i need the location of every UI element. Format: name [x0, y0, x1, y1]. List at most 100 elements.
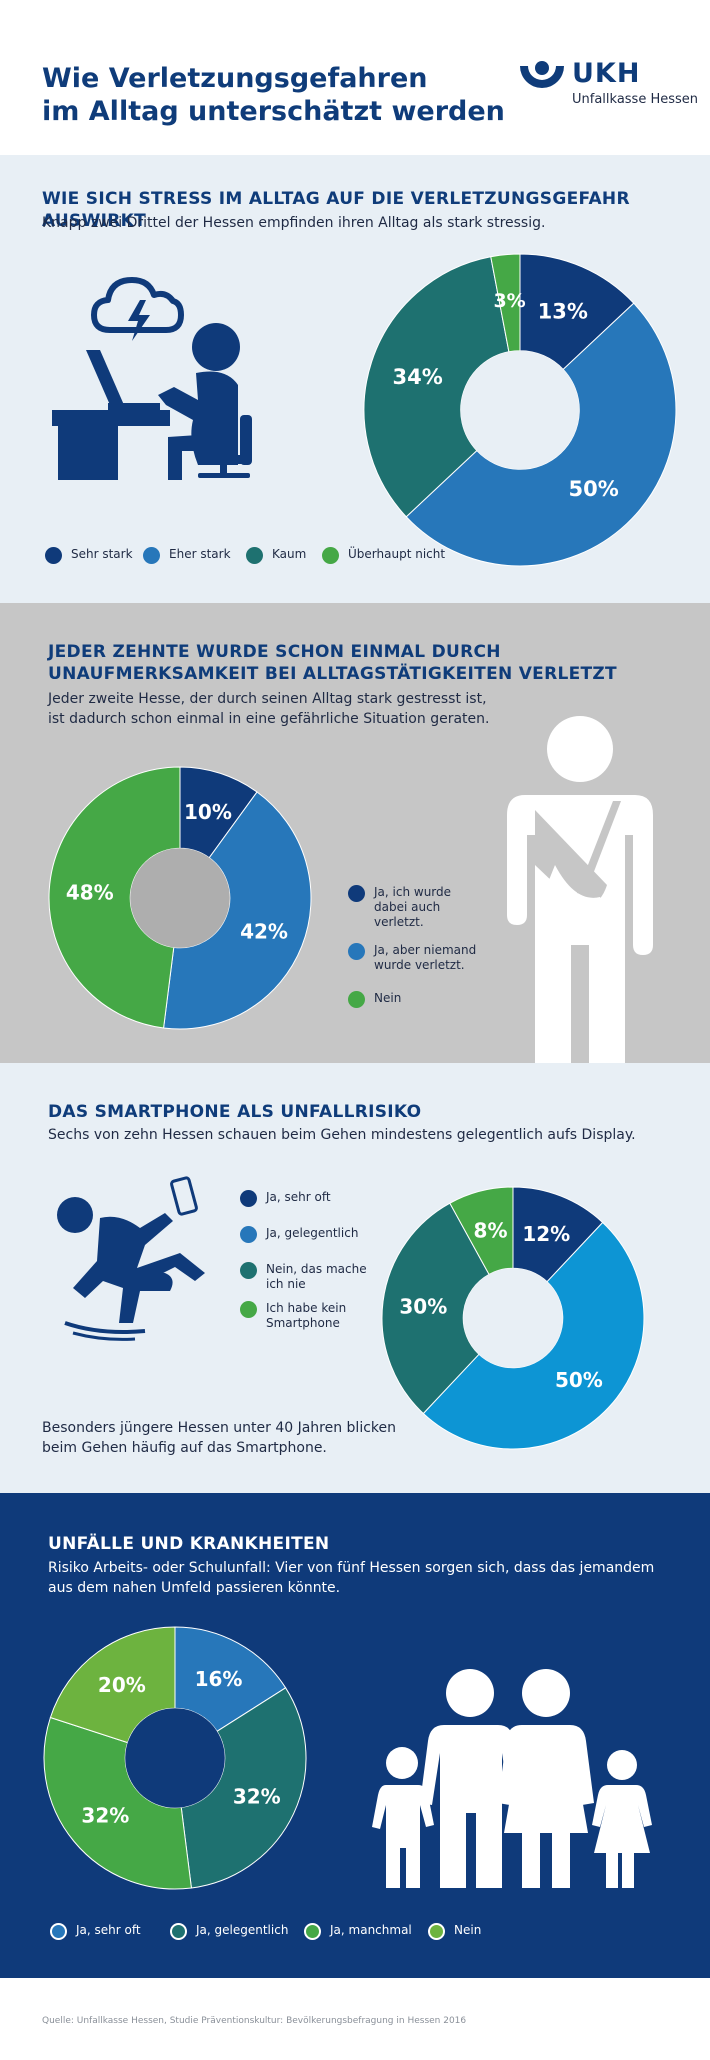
legend-dot — [304, 1923, 321, 1940]
slice-label: 48% — [66, 880, 114, 904]
stressed-person-at-desk-icon — [52, 277, 252, 480]
stress-donut-chart: 13% 50% 34% 3% — [363, 253, 677, 567]
section-smartphone-title: DAS SMARTPHONE ALS UNFALLRISIKO — [48, 1102, 422, 1122]
section-accidents: UNFÄLLE UND KRANKHEITEN Risiko Arbeits- … — [0, 1493, 710, 1978]
slice-label: 42% — [240, 919, 288, 943]
slice-label: 34% — [392, 365, 442, 389]
legend-item-verletzt: Ja, ich wurde dabei auch verletzt. — [348, 885, 451, 930]
legend-item-nein-4: Nein — [428, 1923, 481, 1940]
smartphone-note-line2: beim Gehen häufig auf das Smartphone. — [42, 1440, 327, 1456]
page-title-line2: im Alltag unterschätzt werden — [42, 96, 505, 127]
section-inattention-subtitle: Jeder zweite Hesse, der durch seinen All… — [48, 689, 489, 729]
donut-hole — [125, 1708, 225, 1808]
legend-dot — [45, 547, 62, 564]
legend-dot — [240, 1301, 257, 1318]
slice-label: 50% — [569, 477, 619, 501]
legend-dot — [240, 1262, 257, 1279]
smartphone-donut-chart: 12% 50% 30% 8% — [381, 1186, 645, 1450]
slice-label: 50% — [555, 1368, 603, 1392]
legend-label: Ich habe kein Smartphone — [266, 1301, 346, 1331]
legend-label-line: verletzt. — [374, 915, 424, 929]
legend-label-line: dabei auch — [374, 900, 441, 914]
legend-item-manchmal: Ja, manchmal — [304, 1923, 412, 1940]
family-icon — [372, 1669, 652, 1888]
legend-item-nein: Nein — [348, 991, 401, 1008]
legend-dot — [143, 547, 160, 564]
legend-item-eher-stark: Eher stark — [143, 547, 231, 564]
legend-label-line: Ich habe kein — [266, 1301, 347, 1315]
legend-item-ueberhaupt-nicht: Überhaupt nicht — [322, 547, 445, 564]
legend-dot — [348, 991, 365, 1008]
donut-slice — [449, 1186, 514, 1276]
slice-label: 32% — [233, 1784, 281, 1808]
donut-hole — [130, 848, 230, 948]
slice-label: 20% — [98, 1673, 146, 1697]
injured-person-with-sling-icon — [507, 716, 653, 1063]
section-stress-title: WIE SICH STRESS IM ALLTAG AUF DIE VERLET… — [42, 189, 630, 231]
legend-label-line: wurde verletzt. — [374, 958, 465, 972]
section-accidents-subtitle-line1: Risiko Arbeits- oder Schulunfall: Vier v… — [48, 1560, 655, 1576]
accidents-donut-chart: 16% 32% 32% 20% — [43, 1626, 307, 1890]
person-tripping-with-phone-icon — [57, 1176, 205, 1341]
legend-label: Nein, das mache ich nie — [266, 1262, 367, 1292]
section-stress-subtitle: Knapp zwei Drittel der Hessen empfinden … — [42, 215, 546, 231]
section-inattention-title-line2: UNAUFMERKSAMKEIT BEI ALLTAGSTÄTIGKEITEN … — [48, 664, 617, 684]
section-inattention-subtitle-line1: Jeder zweite Hesse, der durch seinen All… — [48, 691, 487, 707]
legend-label: Nein — [454, 1923, 482, 1937]
inattention-donut-chart: 10% 42% 48% — [48, 766, 312, 1030]
page-title-line1: Wie Verletzungsgefahren — [42, 63, 428, 94]
legend-label: Ja, gelegentlich — [266, 1226, 359, 1240]
legend-dot — [348, 943, 365, 960]
legend-item-sehr-oft: Ja, sehr oft — [240, 1190, 331, 1207]
slice-label: 13% — [538, 300, 588, 324]
header: Wie Verletzungsgefahren im Alltag unters… — [0, 0, 710, 155]
legend-dot — [170, 1923, 187, 1940]
legend-label: Eher stark — [169, 547, 231, 561]
legend-label-line: Nein, das mache — [266, 1262, 367, 1276]
section-smartphone-subtitle: Sechs von zehn Hessen schauen beim Gehen… — [48, 1127, 636, 1143]
footer — [0, 1978, 710, 2060]
legend-item-nie: Nein, das mache ich nie — [240, 1262, 367, 1292]
section-stress: WIE SICH STRESS IM ALLTAG AUF DIE VERLET… — [0, 155, 710, 603]
donut-hole — [460, 350, 580, 470]
legend-label: Ja, ich wurde dabei auch verletzt. — [374, 885, 451, 930]
legend-label: Ja, sehr oft — [76, 1923, 141, 1937]
section-inattention-subtitle-line2: ist dadurch schon einmal in eine gefährl… — [48, 711, 490, 727]
legend-label: Überhaupt nicht — [348, 547, 446, 561]
legend-item-sehr-oft-4: Ja, sehr oft — [50, 1923, 141, 1940]
legend-dot — [428, 1923, 445, 1940]
legend-item-gelegentlich-4: Ja, gelegentlich — [170, 1923, 288, 1940]
section-accidents-subtitle: Risiko Arbeits- oder Schulunfall: Vier v… — [48, 1558, 654, 1598]
legend-item-niemand-verletzt: Ja, aber niemand wurde verletzt. — [348, 943, 476, 973]
legend-label: Sehr stark — [71, 547, 133, 561]
legend-label: Ja, manchmal — [330, 1923, 412, 1937]
legend-label-line: Ja, ich wurde — [374, 885, 452, 899]
legend-dot — [246, 547, 263, 564]
legend-item-gelegentlich: Ja, gelegentlich — [240, 1226, 358, 1243]
section-accidents-subtitle-line2: aus dem nahen Umfeld passieren könnte. — [48, 1580, 341, 1596]
legend-item-sehr-stark: Sehr stark — [45, 547, 133, 564]
legend-label: Ja, sehr oft — [266, 1190, 331, 1204]
legend-label: Kaum — [272, 547, 307, 561]
ukh-logo-icon — [520, 61, 564, 88]
logo-subtitle: Unfallkasse Hessen — [572, 92, 699, 107]
legend-label: Ja, gelegentlich — [196, 1923, 289, 1937]
section-inattention-title-line1: JEDER ZEHNTE WURDE SCHON EINMAL DURCH — [48, 642, 501, 662]
slice-label: 10% — [184, 800, 232, 824]
slice-label: 32% — [81, 1804, 129, 1828]
source-note: Quelle: Unfallkasse Hessen, Studie Präve… — [42, 2016, 467, 2026]
section-accidents-title: UNFÄLLE UND KRANKHEITEN — [48, 1534, 330, 1554]
section-inattention-title: JEDER ZEHNTE WURDE SCHON EINMAL DURCH UN… — [48, 641, 617, 685]
smartphone-note: Besonders jüngere Hessen unter 40 Jahren… — [42, 1418, 396, 1458]
legend-label-line: Ja, aber niemand — [374, 943, 477, 957]
legend-label-line: Smartphone — [266, 1316, 340, 1330]
legend-item-kaum: Kaum — [246, 547, 306, 564]
slice-label: 8% — [474, 1218, 508, 1242]
legend-dot — [240, 1226, 257, 1243]
section-inattention: JEDER ZEHNTE WURDE SCHON EINMAL DURCH UN… — [0, 603, 710, 1063]
legend-label: Ja, aber niemand wurde verletzt. — [374, 943, 476, 973]
page-title: Wie Verletzungsgefahren im Alltag unters… — [42, 62, 505, 128]
logo-text: UKH — [572, 58, 641, 89]
smartphone-note-line1: Besonders jüngere Hessen unter 40 Jahren… — [42, 1420, 397, 1436]
legend-dot — [348, 885, 365, 902]
